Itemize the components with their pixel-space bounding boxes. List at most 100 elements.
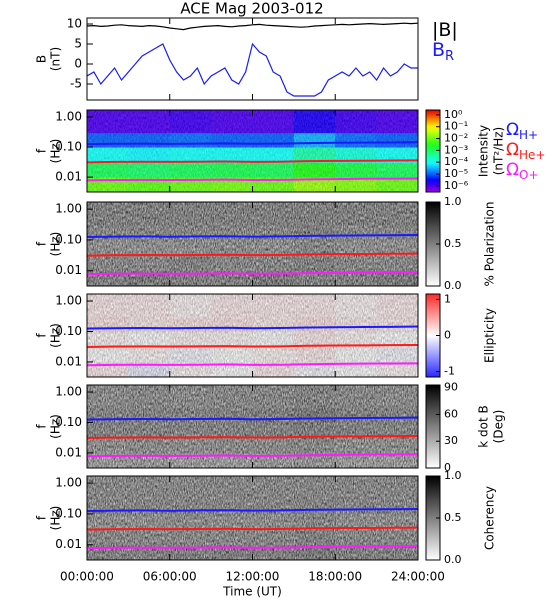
y-axis-label: (Hz) <box>49 139 63 164</box>
y-axis-label: B <box>35 55 49 63</box>
colorbar-label: k dot B <box>477 405 491 447</box>
colorbar-tick-label: 0.0 <box>444 279 462 292</box>
x-tick-label: 24:00:00 <box>391 570 445 584</box>
series-line <box>87 233 418 238</box>
colorbar-tick-label: 0.5 <box>444 511 462 524</box>
legend-entry: ΩH+ <box>506 120 538 142</box>
y-tick-label: 1.00 <box>55 476 82 490</box>
series-line <box>87 141 418 146</box>
colorbar-tick-label: 10⁻¹ <box>444 120 468 133</box>
y-tick-label: 1.00 <box>55 202 82 216</box>
legend-name: |B| <box>432 19 458 41</box>
y-axis-label: f <box>35 148 49 153</box>
y-axis-label: (Hz) <box>49 506 63 531</box>
colorbar-tick-label: 10⁻⁶ <box>444 179 469 192</box>
y-axis-label: (Hz) <box>49 232 63 257</box>
y-tick-label: 1.00 <box>55 109 82 123</box>
legend-subscript: H+ <box>519 128 538 142</box>
colorbar-tick-label: 10⁻⁵ <box>444 167 468 180</box>
y-tick-label: 0.01 <box>55 537 82 551</box>
legend-name: B <box>432 39 445 61</box>
colorbar-tick-label: 90 <box>444 381 458 394</box>
chart-title: ACE Mag 2003-012 <box>180 0 323 18</box>
y-tick-label: 1.00 <box>55 294 82 308</box>
colorbar-label: Ellipticity <box>483 308 497 363</box>
y-tick-label: 0.10 <box>55 140 82 154</box>
series-line <box>87 362 418 367</box>
colorbar-tick-label: 1 <box>444 292 451 305</box>
colorbar-tick-label: 60 <box>444 407 458 420</box>
series-line <box>87 453 418 458</box>
series-line <box>87 42 418 97</box>
colorbar-label: Intensity <box>477 125 491 177</box>
colorbar-label: % Polarization <box>483 202 497 287</box>
plot-area <box>87 110 418 192</box>
y-tick-label: 0.10 <box>55 506 82 520</box>
y-axis-label: f <box>35 424 49 429</box>
series-line <box>87 159 418 164</box>
x-tick-label: 18:00:00 <box>308 570 362 584</box>
y-tick-label: 1.00 <box>55 385 82 399</box>
y-tick-label: 0 <box>74 57 82 71</box>
legend-subscript: R <box>445 49 454 64</box>
x-axis-label: Time (UT) <box>222 585 282 599</box>
colorbar-tick-label: 0 <box>444 329 451 342</box>
series-line <box>87 252 418 257</box>
x-tick-label: 12:00:00 <box>226 570 280 584</box>
y-tick-label: 0.01 <box>55 170 82 184</box>
plot-frame <box>86 17 419 101</box>
y-tick-label: 0.10 <box>55 324 82 338</box>
colorbar <box>425 109 441 193</box>
y-axis-label: f <box>35 515 49 520</box>
plot-area <box>87 202 418 286</box>
series-line <box>87 416 418 421</box>
colorbar-tick-label: 30 <box>444 434 458 447</box>
plot-area <box>87 294 418 377</box>
colorbar-tick-label: 10⁻⁴ <box>444 155 469 168</box>
series-line <box>87 271 418 276</box>
y-axis-label: f <box>35 241 49 246</box>
colorbar-tick-label: 10⁰ <box>444 108 463 121</box>
y-tick-label: 10 <box>67 17 82 31</box>
x-tick-label: 06:00:00 <box>143 570 197 584</box>
x-tick-label: 00:00:00 <box>60 570 114 584</box>
plot-area <box>87 476 418 560</box>
colorbar-tick-label: -1 <box>444 365 455 378</box>
colorbar-tick-label: 10⁻³ <box>444 143 468 156</box>
y-axis-label: (Hz) <box>49 323 63 348</box>
legend-entry: ΩHe+ <box>506 140 545 162</box>
colorbar-label: (Deg) <box>492 410 506 444</box>
y-tick-label: 0.01 <box>55 354 82 368</box>
legend-entry: |B| <box>432 19 458 41</box>
legend-name: Ω <box>506 140 519 160</box>
y-tick-label: 5 <box>74 37 82 51</box>
y-tick-label: 0.10 <box>55 415 82 429</box>
y-axis-label: f <box>35 333 49 338</box>
colorbar-tick-label: 0.0 <box>444 553 462 566</box>
plot-area <box>87 385 418 468</box>
colorbar-label: Coherency <box>483 486 497 550</box>
series-line <box>87 507 418 512</box>
series-line <box>87 545 418 550</box>
y-axis-label: (nT) <box>49 47 63 71</box>
series-line <box>87 434 418 439</box>
colorbar-tick-label: 1.0 <box>444 469 462 482</box>
y-axis-label: (Hz) <box>49 414 63 439</box>
colorbar-tick-label: 0.5 <box>444 237 462 250</box>
legend-subscript: He+ <box>519 148 545 162</box>
series-line <box>87 343 418 348</box>
legend-subscript: O+ <box>519 168 539 182</box>
legend-name: Ω <box>506 120 519 140</box>
y-tick-label: 0.01 <box>55 263 82 277</box>
y-tick-label: 0.10 <box>55 232 82 246</box>
legend-name: Ω <box>506 160 519 180</box>
legend-entry: ΩO+ <box>506 160 539 182</box>
colorbar-label: (nT²/Hz) <box>492 127 506 175</box>
series-line <box>87 22 418 31</box>
series-line <box>87 325 418 330</box>
colorbar-tick-label: 10⁻² <box>444 132 468 145</box>
series-line <box>87 177 418 182</box>
colorbar-tick-label: 0 <box>444 461 451 474</box>
plot-area <box>87 22 418 97</box>
